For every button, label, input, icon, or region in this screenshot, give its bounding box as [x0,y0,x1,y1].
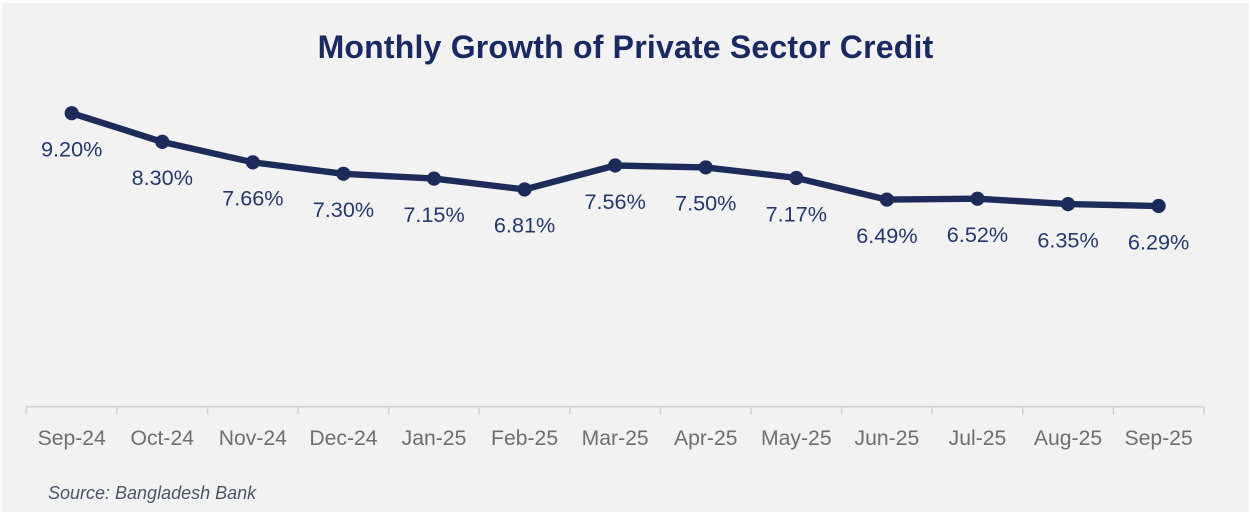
x-axis-label: Sep-25 [1125,427,1193,450]
data-point-marker [155,134,170,149]
data-label: 6.49% [856,223,917,248]
data-point-marker [1151,198,1166,214]
data-point-marker [336,166,351,181]
data-label: 7.56% [584,189,645,214]
data-point-marker [426,171,442,186]
chart-card: Monthly Growth of Private Sector Credit … [2,3,1249,512]
x-axis-label: Sep-24 [38,427,106,450]
x-axis-label: May-25 [761,427,832,450]
data-point-marker [517,182,532,197]
data-point-marker [970,191,985,206]
x-axis-label: Jan-25 [402,427,467,450]
data-point-marker [698,160,713,175]
data-point-marker [245,155,260,170]
data-label: 6.52% [947,222,1008,247]
data-label: 6.81% [494,213,555,238]
x-axis-label: Jul-25 [949,427,1007,450]
line-chart: Sep-24 Oct-24 Nov-24 Dec-24 Jan-25 Feb-25 Mar-… [25,106,1205,450]
data-label: 9.20% [41,137,102,162]
data-point-marker [64,106,79,121]
data-point-marker [789,170,804,186]
x-axis-label: Oct-24 [131,427,195,450]
x-axis-label: Jun-25 [855,427,920,450]
x-axis-label: Feb-25 [491,427,558,450]
data-point-marker [879,192,894,207]
data-label: 7.50% [675,191,736,216]
x-axis-label: Nov-24 [219,427,287,450]
x-axis-label: Aug-25 [1034,427,1102,450]
data-label: 7.66% [222,186,283,211]
data-label: 7.15% [403,202,464,227]
data-label: 7.17% [766,201,827,226]
data-label: 8.30% [132,165,193,190]
data-point-marker [608,158,623,173]
data-label: 6.29% [1128,229,1189,254]
data-label: 6.35% [1037,227,1098,252]
x-axis-label: Mar-25 [582,427,649,450]
source-note: Source: Bangladesh Bank [48,483,257,503]
x-axis-label: Apr-25 [674,427,738,450]
data-point-marker [1060,197,1076,212]
chart-title: Monthly Growth of Private Sector Credit [317,29,934,65]
x-axis-label: Dec-24 [309,427,377,450]
data-label: 7.30% [313,197,374,222]
